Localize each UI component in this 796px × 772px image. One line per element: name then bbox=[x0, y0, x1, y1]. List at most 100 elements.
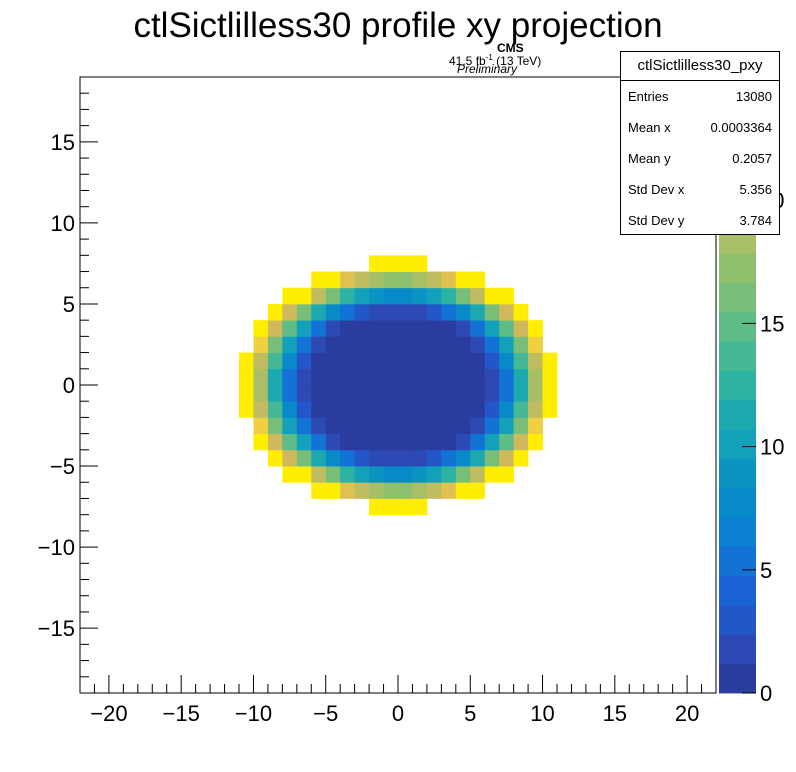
heatmap-cell bbox=[311, 449, 327, 467]
heatmap-cell bbox=[253, 352, 269, 370]
heatmap-cell bbox=[412, 498, 428, 516]
heatmap-cell bbox=[311, 303, 327, 321]
heatmap-cell bbox=[426, 482, 442, 499]
heatmap-cell bbox=[528, 336, 543, 353]
heatmap-cell bbox=[470, 303, 486, 321]
heatmap-cell bbox=[398, 498, 413, 516]
heatmap-cell bbox=[325, 271, 341, 289]
heatmap-cell bbox=[311, 320, 327, 337]
heatmap-cell bbox=[296, 303, 312, 321]
heatmap-cell bbox=[441, 271, 457, 289]
heatmap-cell bbox=[398, 433, 413, 451]
heatmap-cell bbox=[296, 336, 312, 353]
heatmap-cell bbox=[340, 417, 356, 435]
heatmap-cell bbox=[499, 433, 515, 451]
heatmap-cell bbox=[383, 498, 399, 516]
heatmap-cell bbox=[455, 352, 471, 370]
heatmap-cell bbox=[340, 320, 356, 337]
heatmap-cell bbox=[426, 368, 442, 386]
heatmap-cell bbox=[369, 336, 384, 353]
heatmap-cell bbox=[267, 320, 283, 337]
heatmap-cell bbox=[296, 401, 312, 418]
heatmap-cell bbox=[296, 368, 312, 386]
heatmap-cell bbox=[528, 417, 543, 435]
heatmap-cell bbox=[369, 466, 384, 483]
preliminary-label: Preliminary bbox=[457, 62, 518, 76]
heatmap-cell bbox=[311, 352, 327, 370]
color-scale-label: 10 bbox=[760, 435, 784, 460]
heatmap-cell bbox=[455, 449, 471, 467]
heatmap-cell bbox=[253, 433, 269, 451]
heatmap-cell bbox=[426, 449, 442, 467]
heatmap-cell bbox=[296, 417, 312, 435]
heatmap-cell bbox=[369, 368, 384, 386]
heatmap-cell bbox=[369, 498, 384, 516]
heatmap-cell bbox=[311, 385, 327, 402]
heatmap-cell bbox=[513, 320, 529, 337]
heatmap-cell bbox=[412, 255, 428, 272]
heatmap-cell bbox=[369, 433, 384, 451]
luminosity-label: 41.5 fb-1 (13 TeV) bbox=[449, 53, 541, 68]
heatmap-cell bbox=[455, 417, 471, 435]
heatmap-cell bbox=[441, 482, 457, 499]
heatmap-cell bbox=[470, 271, 486, 289]
color-scale-segment bbox=[719, 663, 756, 694]
heatmap-cell bbox=[426, 352, 442, 370]
heatmap-cell bbox=[282, 385, 298, 402]
heatmap-cell bbox=[267, 336, 283, 353]
heatmap-cell bbox=[470, 482, 486, 499]
heatmap-cell bbox=[369, 417, 384, 435]
heatmap-cell bbox=[354, 320, 370, 337]
heatmap-cell bbox=[470, 417, 486, 435]
heatmap-cell bbox=[470, 287, 486, 305]
heatmap-cell bbox=[513, 433, 529, 451]
heatmap-cell bbox=[369, 255, 384, 272]
heatmap-cell bbox=[398, 303, 413, 321]
heatmap-cell bbox=[412, 466, 428, 483]
heatmap-cell bbox=[369, 352, 384, 370]
y-tick-label: 10 bbox=[51, 211, 75, 236]
heatmap-cell bbox=[398, 368, 413, 386]
stats-row: Mean y 0.2057 bbox=[621, 143, 779, 174]
heatmap-cell bbox=[470, 368, 486, 386]
heatmap-cell bbox=[325, 385, 341, 402]
heatmap-cell bbox=[455, 385, 471, 402]
heatmap-cell bbox=[383, 320, 399, 337]
heatmap-cell bbox=[340, 368, 356, 386]
heatmap-cell bbox=[441, 433, 457, 451]
heatmap-cell bbox=[325, 336, 341, 353]
heatmap-cell bbox=[325, 417, 341, 435]
heatmap-cell bbox=[499, 320, 515, 337]
heatmap-cell bbox=[296, 466, 312, 483]
heatmap-cell bbox=[542, 401, 558, 418]
heatmap-cell bbox=[340, 449, 356, 467]
heatmap-cell bbox=[499, 352, 515, 370]
heatmap-cell bbox=[398, 385, 413, 402]
heatmap-cell bbox=[383, 255, 399, 272]
heatmap-cell bbox=[311, 368, 327, 386]
color-scale-segment bbox=[719, 605, 756, 635]
chart-title: ctlSictlilless30 profile xy projection bbox=[133, 6, 663, 45]
heatmap-cell bbox=[325, 287, 341, 305]
heatmap-cell bbox=[383, 336, 399, 353]
heatmap-cell bbox=[267, 449, 283, 467]
heatmap-cell bbox=[398, 401, 413, 418]
heatmap-cell bbox=[325, 482, 341, 499]
heatmap-cell bbox=[398, 352, 413, 370]
heatmap-cell bbox=[542, 352, 558, 370]
heatmap-cell bbox=[484, 466, 500, 483]
heatmap-cell bbox=[325, 320, 341, 337]
heatmap-cell bbox=[455, 320, 471, 337]
stats-row: Entries 13080 bbox=[621, 81, 779, 112]
heatmap-cell bbox=[499, 449, 515, 467]
heatmap-cell bbox=[311, 417, 327, 435]
heatmap-cell bbox=[340, 466, 356, 483]
heatmap-cell bbox=[296, 433, 312, 451]
color-scale-segment bbox=[719, 634, 756, 665]
heatmap-cell bbox=[528, 433, 543, 451]
lumi-value: 41.5 fb bbox=[449, 54, 486, 68]
heatmap-cell bbox=[484, 352, 500, 370]
heatmap-cell bbox=[282, 449, 298, 467]
heatmap-cell bbox=[354, 368, 370, 386]
heatmap-cell bbox=[470, 336, 486, 353]
